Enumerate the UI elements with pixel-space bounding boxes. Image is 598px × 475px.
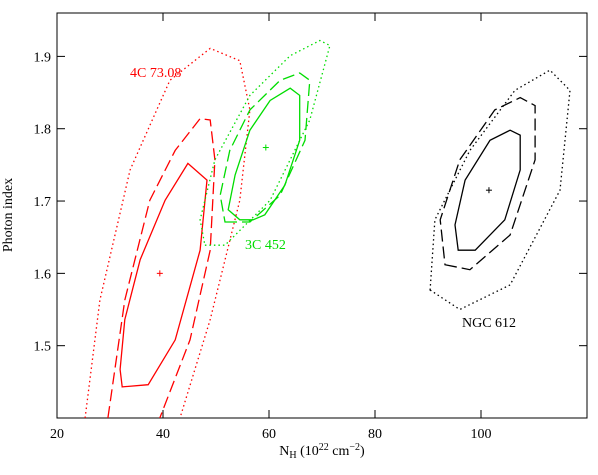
x-tick-label: 80 [368, 427, 382, 442]
x-axis-label-part: N [279, 444, 289, 459]
y-tick-label: 1.9 [34, 50, 52, 65]
x-tick-label: 20 [50, 427, 64, 442]
source-label: 3C 452 [245, 238, 286, 253]
y-tick-label: 1.7 [34, 195, 52, 210]
contour-line [119, 162, 208, 388]
x-axis-label-part: 22 [319, 442, 329, 453]
plot-frame [56, 12, 588, 419]
x-axis-label-part: cm [329, 444, 350, 459]
y-axis-label: Photon index [1, 178, 16, 252]
source-label: 4C 73.08 [130, 66, 181, 81]
x-tick-label: 40 [156, 427, 170, 442]
contours [84, 39, 571, 418]
x-axis-label-part: H [289, 450, 296, 461]
x-axis-label-part: (10 [297, 444, 319, 459]
y-tick-label: 1.6 [34, 267, 52, 282]
contour-line [84, 47, 251, 418]
y-tick-label: 1.8 [34, 123, 52, 138]
x-axis-label-part: ) [360, 444, 365, 459]
contour-line [454, 129, 521, 251]
y-tick-label: 1.5 [34, 340, 52, 355]
contour-line [199, 39, 331, 246]
contour-line [219, 72, 311, 223]
contour-line [439, 96, 536, 271]
x-axis-label-part: −2 [349, 442, 360, 453]
x-tick-label: 100 [471, 427, 492, 442]
x-tick-label: 60 [262, 427, 276, 442]
contour-line [227, 87, 301, 221]
contour-line [429, 69, 571, 311]
source-label: NGC 612 [462, 316, 516, 331]
contour-line [107, 117, 216, 418]
x-axis-label: NH (1022 cm−2) [279, 442, 365, 461]
